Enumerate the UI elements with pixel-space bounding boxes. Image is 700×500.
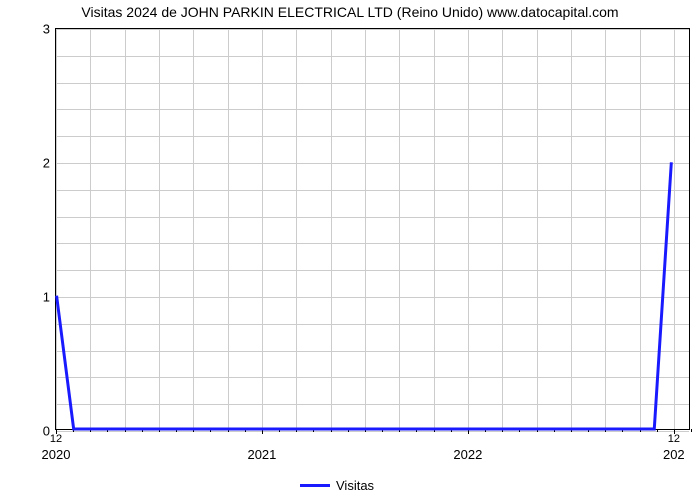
legend: Visitas [300,478,374,493]
visitas-line [57,162,672,429]
plot-area: 01231212202020212022202 [55,28,690,430]
chart-title: Visitas 2024 de JOHN PARKIN ELECTRICAL L… [0,4,700,20]
y-tick-label: 2 [43,156,56,171]
x-tick-label: 2022 [453,429,482,462]
line-series [56,29,689,429]
y-tick-label: 1 [43,290,56,305]
gridline-h [56,431,689,432]
y-tick-label: 3 [43,22,56,37]
legend-swatch [300,484,330,487]
legend-label: Visitas [336,478,374,493]
x-tick-label: 2021 [247,429,276,462]
x-tick-minor [657,429,658,432]
x-tick-minor [691,429,692,432]
x-tick-label: 2020 [42,429,71,462]
x-tick-label: 202 [663,429,685,462]
